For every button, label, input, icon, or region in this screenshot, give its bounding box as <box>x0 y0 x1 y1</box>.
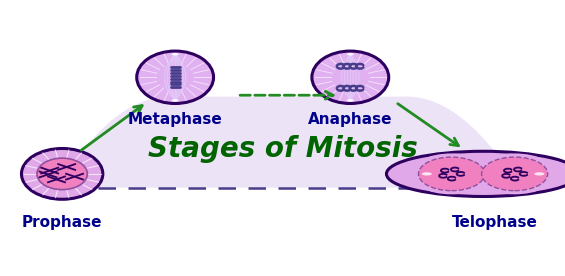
Ellipse shape <box>172 53 179 55</box>
Text: Metaphase: Metaphase <box>128 112 223 127</box>
Ellipse shape <box>312 51 389 104</box>
Ellipse shape <box>347 99 354 102</box>
Polygon shape <box>56 97 520 188</box>
Ellipse shape <box>473 153 557 194</box>
Ellipse shape <box>172 99 179 102</box>
Ellipse shape <box>386 151 565 197</box>
Ellipse shape <box>534 172 545 176</box>
Text: Stages of Mitosis: Stages of Mitosis <box>147 135 418 163</box>
Text: Anaphase: Anaphase <box>308 112 393 127</box>
Ellipse shape <box>481 157 547 191</box>
Ellipse shape <box>347 53 354 55</box>
Ellipse shape <box>137 51 214 104</box>
Ellipse shape <box>410 153 493 194</box>
Text: Prophase: Prophase <box>22 215 102 230</box>
Text: Telophase: Telophase <box>451 215 537 230</box>
Ellipse shape <box>21 148 103 199</box>
Ellipse shape <box>419 157 485 191</box>
Ellipse shape <box>421 172 432 176</box>
Ellipse shape <box>37 158 88 190</box>
